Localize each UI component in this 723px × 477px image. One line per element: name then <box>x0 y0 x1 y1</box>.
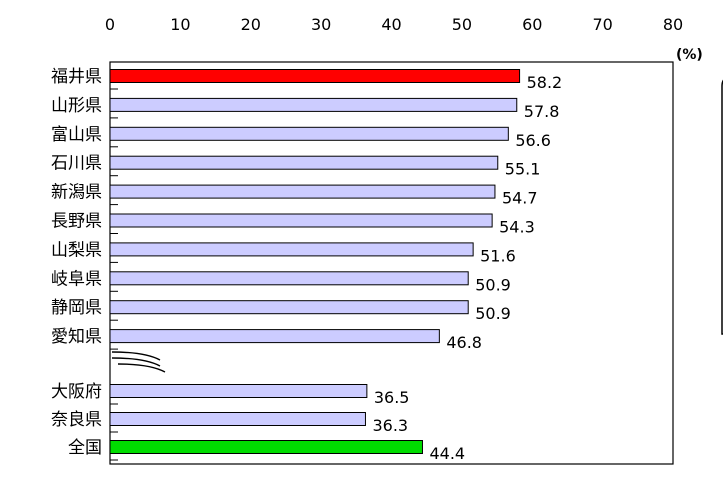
bar <box>109 184 496 199</box>
category-label: 富山県 <box>51 125 102 145</box>
x-tick-label: 40 <box>381 15 401 34</box>
bar <box>109 300 469 315</box>
value-label: 54.3 <box>499 218 535 237</box>
category-label: 福井県 <box>51 67 102 87</box>
bar <box>109 97 518 112</box>
bar <box>109 384 368 398</box>
category-label: 全国 <box>68 438 102 458</box>
value-label: 58.2 <box>527 73 563 92</box>
category-label: 長野県 <box>51 212 102 232</box>
x-tick-label: 80 <box>663 15 683 34</box>
bar <box>109 412 366 426</box>
bar <box>109 271 469 286</box>
category-label: 山梨県 <box>51 240 102 260</box>
category-label: 大阪府 <box>51 382 102 402</box>
callout-box <box>721 79 723 335</box>
axis-break-mark <box>111 351 166 373</box>
bar <box>109 69 521 83</box>
bar <box>109 329 440 344</box>
category-label: 静岡県 <box>51 298 102 318</box>
x-tick-label: 50 <box>452 15 472 34</box>
x-tick-label: 0 <box>105 15 115 34</box>
category-label: 愛知県 <box>51 327 102 347</box>
bar <box>109 440 423 454</box>
bar <box>109 213 493 228</box>
value-label: 36.5 <box>374 388 410 407</box>
x-tick-label: 60 <box>522 15 542 34</box>
value-label: 46.8 <box>446 333 482 352</box>
x-tick-label: 70 <box>592 15 612 34</box>
value-label: 50.9 <box>475 304 511 323</box>
value-label: 57.8 <box>524 102 560 121</box>
value-label: 36.3 <box>372 416 408 435</box>
category-label: 山形県 <box>51 96 102 116</box>
bar <box>109 126 509 141</box>
value-label: 50.9 <box>475 275 511 294</box>
value-label: 51.6 <box>480 246 516 265</box>
bar <box>109 242 474 257</box>
unit-label: (%) <box>676 47 703 63</box>
category-label: 石川県 <box>51 154 102 174</box>
x-tick-label: 30 <box>311 15 331 34</box>
category-label: 岐阜県 <box>51 269 102 289</box>
value-label: 55.1 <box>505 160 541 179</box>
category-label: 新潟県 <box>51 183 102 203</box>
value-label: 56.6 <box>515 131 551 150</box>
x-tick-label: 10 <box>170 15 190 34</box>
x-tick-label: 20 <box>241 15 261 34</box>
bar <box>109 155 499 170</box>
value-label: 44.4 <box>429 444 465 463</box>
value-label: 54.7 <box>502 189 538 208</box>
category-label: 奈良県 <box>51 410 102 430</box>
